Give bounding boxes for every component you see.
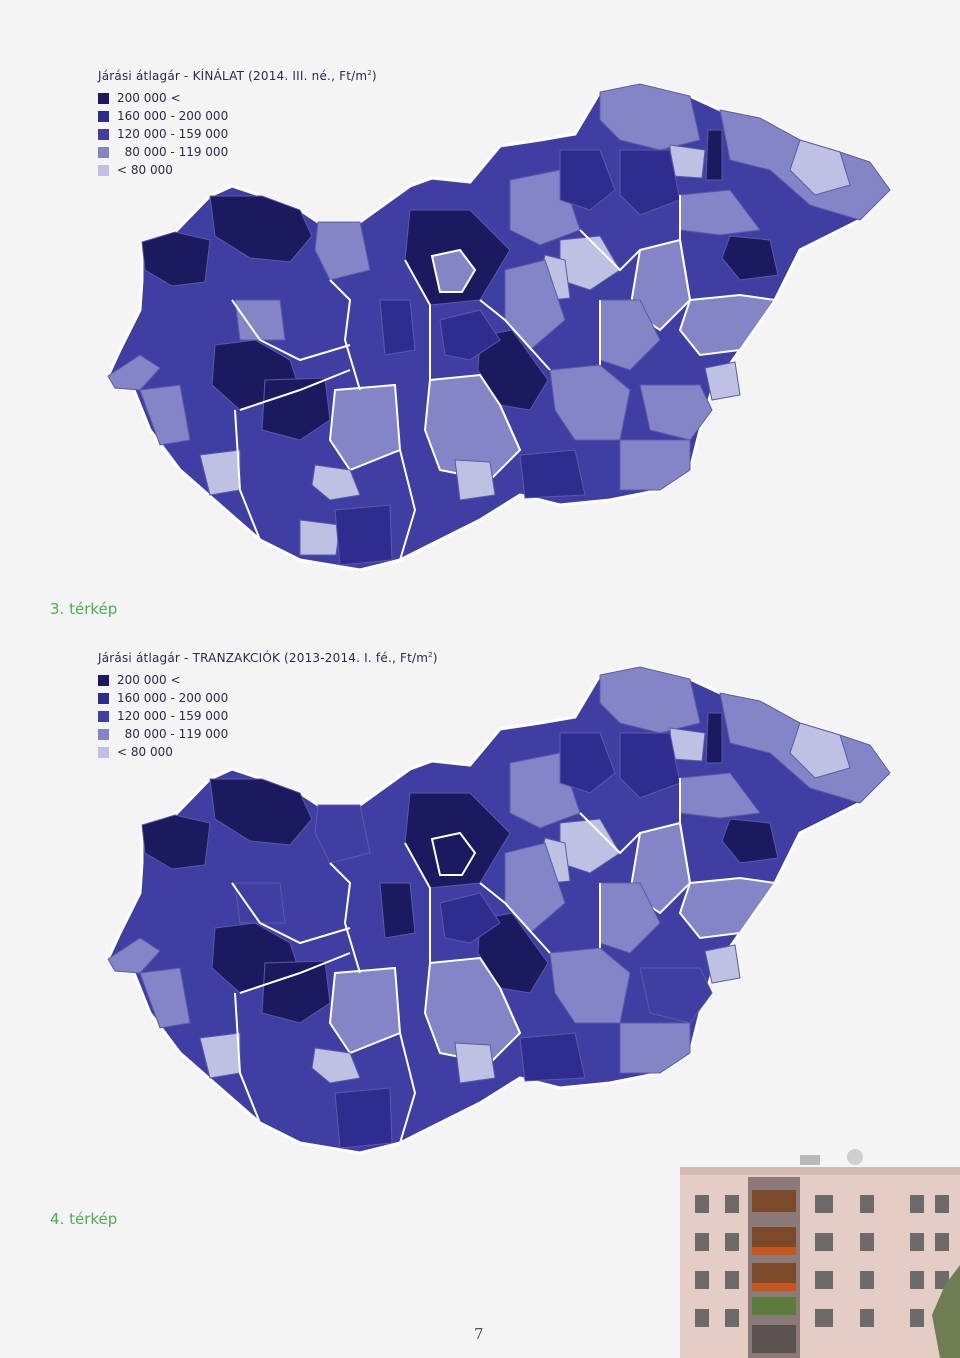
legend-item: 200 000 < bbox=[98, 671, 438, 689]
county-borders bbox=[231, 195, 691, 561]
legend-swatch bbox=[98, 728, 109, 740]
legend-swatch bbox=[98, 128, 109, 140]
hungary-map-offer bbox=[105, 82, 892, 572]
legend-swatch bbox=[98, 146, 109, 158]
map-caption: 4. térkép bbox=[50, 1210, 118, 1228]
legend-item: 160 000 - 200 000 bbox=[98, 107, 377, 125]
legend-swatch bbox=[98, 674, 109, 686]
legend-item: 200 000 < bbox=[98, 89, 377, 107]
legend-swatch bbox=[98, 164, 109, 176]
legend-swatch bbox=[98, 746, 109, 758]
map-regions bbox=[105, 82, 892, 572]
legend-swatch bbox=[98, 710, 109, 722]
legend-item: 80 000 - 119 000 bbox=[98, 725, 438, 743]
legend-item: < 80 000 bbox=[98, 743, 438, 761]
legend-swatch bbox=[98, 692, 109, 704]
hungary-map-transactions bbox=[105, 665, 892, 1155]
legend-item: < 80 000 bbox=[98, 161, 377, 179]
legend-swatch bbox=[98, 110, 109, 122]
legend-title: Járási átlagár - TRANZAKCIÓK (2013-2014.… bbox=[98, 651, 438, 665]
legend-map-3: Járási átlagár - KÍNÁLAT (2014. III. né.… bbox=[98, 64, 377, 179]
legend-item: 120 000 - 159 000 bbox=[98, 125, 377, 143]
legend-item: 80 000 - 119 000 bbox=[98, 143, 377, 161]
legend-item: 120 000 - 159 000 bbox=[98, 707, 438, 725]
map-caption: 3. térkép bbox=[50, 600, 118, 618]
page-number: 7 bbox=[474, 1325, 484, 1343]
map-regions bbox=[105, 665, 892, 1155]
apartment-building-photo bbox=[680, 1149, 960, 1358]
legend-title: Járási átlagár - KÍNÁLAT (2014. III. né.… bbox=[98, 69, 377, 83]
county-borders bbox=[231, 778, 691, 1144]
legend-map-4: Járási átlagár - TRANZAKCIÓK (2013-2014.… bbox=[98, 646, 438, 761]
legend-swatch bbox=[98, 92, 109, 104]
legend-item: 160 000 - 200 000 bbox=[98, 689, 438, 707]
